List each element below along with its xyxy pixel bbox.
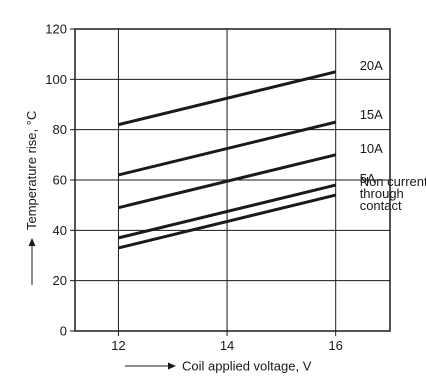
y-axis-title: Temperature rise, °C [24, 111, 39, 285]
y-tick-label: 60 [53, 173, 67, 188]
y-tick-label: 120 [45, 22, 67, 37]
y-tick-label: 40 [53, 223, 67, 238]
series-label: 10A [360, 141, 383, 156]
series-lines [118, 70, 337, 250]
series-label: 20A [360, 58, 383, 73]
y-tick-label: 100 [45, 72, 67, 87]
y-axis-label: Temperature rise, °C [24, 111, 39, 230]
series-line [118, 70, 337, 127]
series-line [118, 120, 337, 177]
y-axis-arrow-head [28, 238, 36, 246]
y-tick-label: 20 [53, 273, 67, 288]
x-axis-arrow-head [168, 362, 176, 370]
series-label: 15A [360, 107, 383, 122]
series-line [118, 193, 337, 250]
series-line [118, 183, 337, 240]
y-tick-label: 80 [53, 122, 67, 137]
y-tick-label: 0 [60, 324, 67, 339]
x-tick-label: 14 [220, 338, 234, 353]
series-label: Non current through contact [360, 174, 426, 213]
series-label: 5A [360, 171, 376, 186]
x-tick-label: 16 [328, 338, 342, 353]
x-axis-label: Coil applied voltage, V [182, 359, 312, 374]
x-axis-title: Coil applied voltage, V [125, 359, 312, 374]
series-line [118, 153, 337, 210]
x-tick-label: 12 [111, 338, 125, 353]
tick-labels: 0 20 40 60 80 100 120 12 14 16 [45, 22, 343, 354]
